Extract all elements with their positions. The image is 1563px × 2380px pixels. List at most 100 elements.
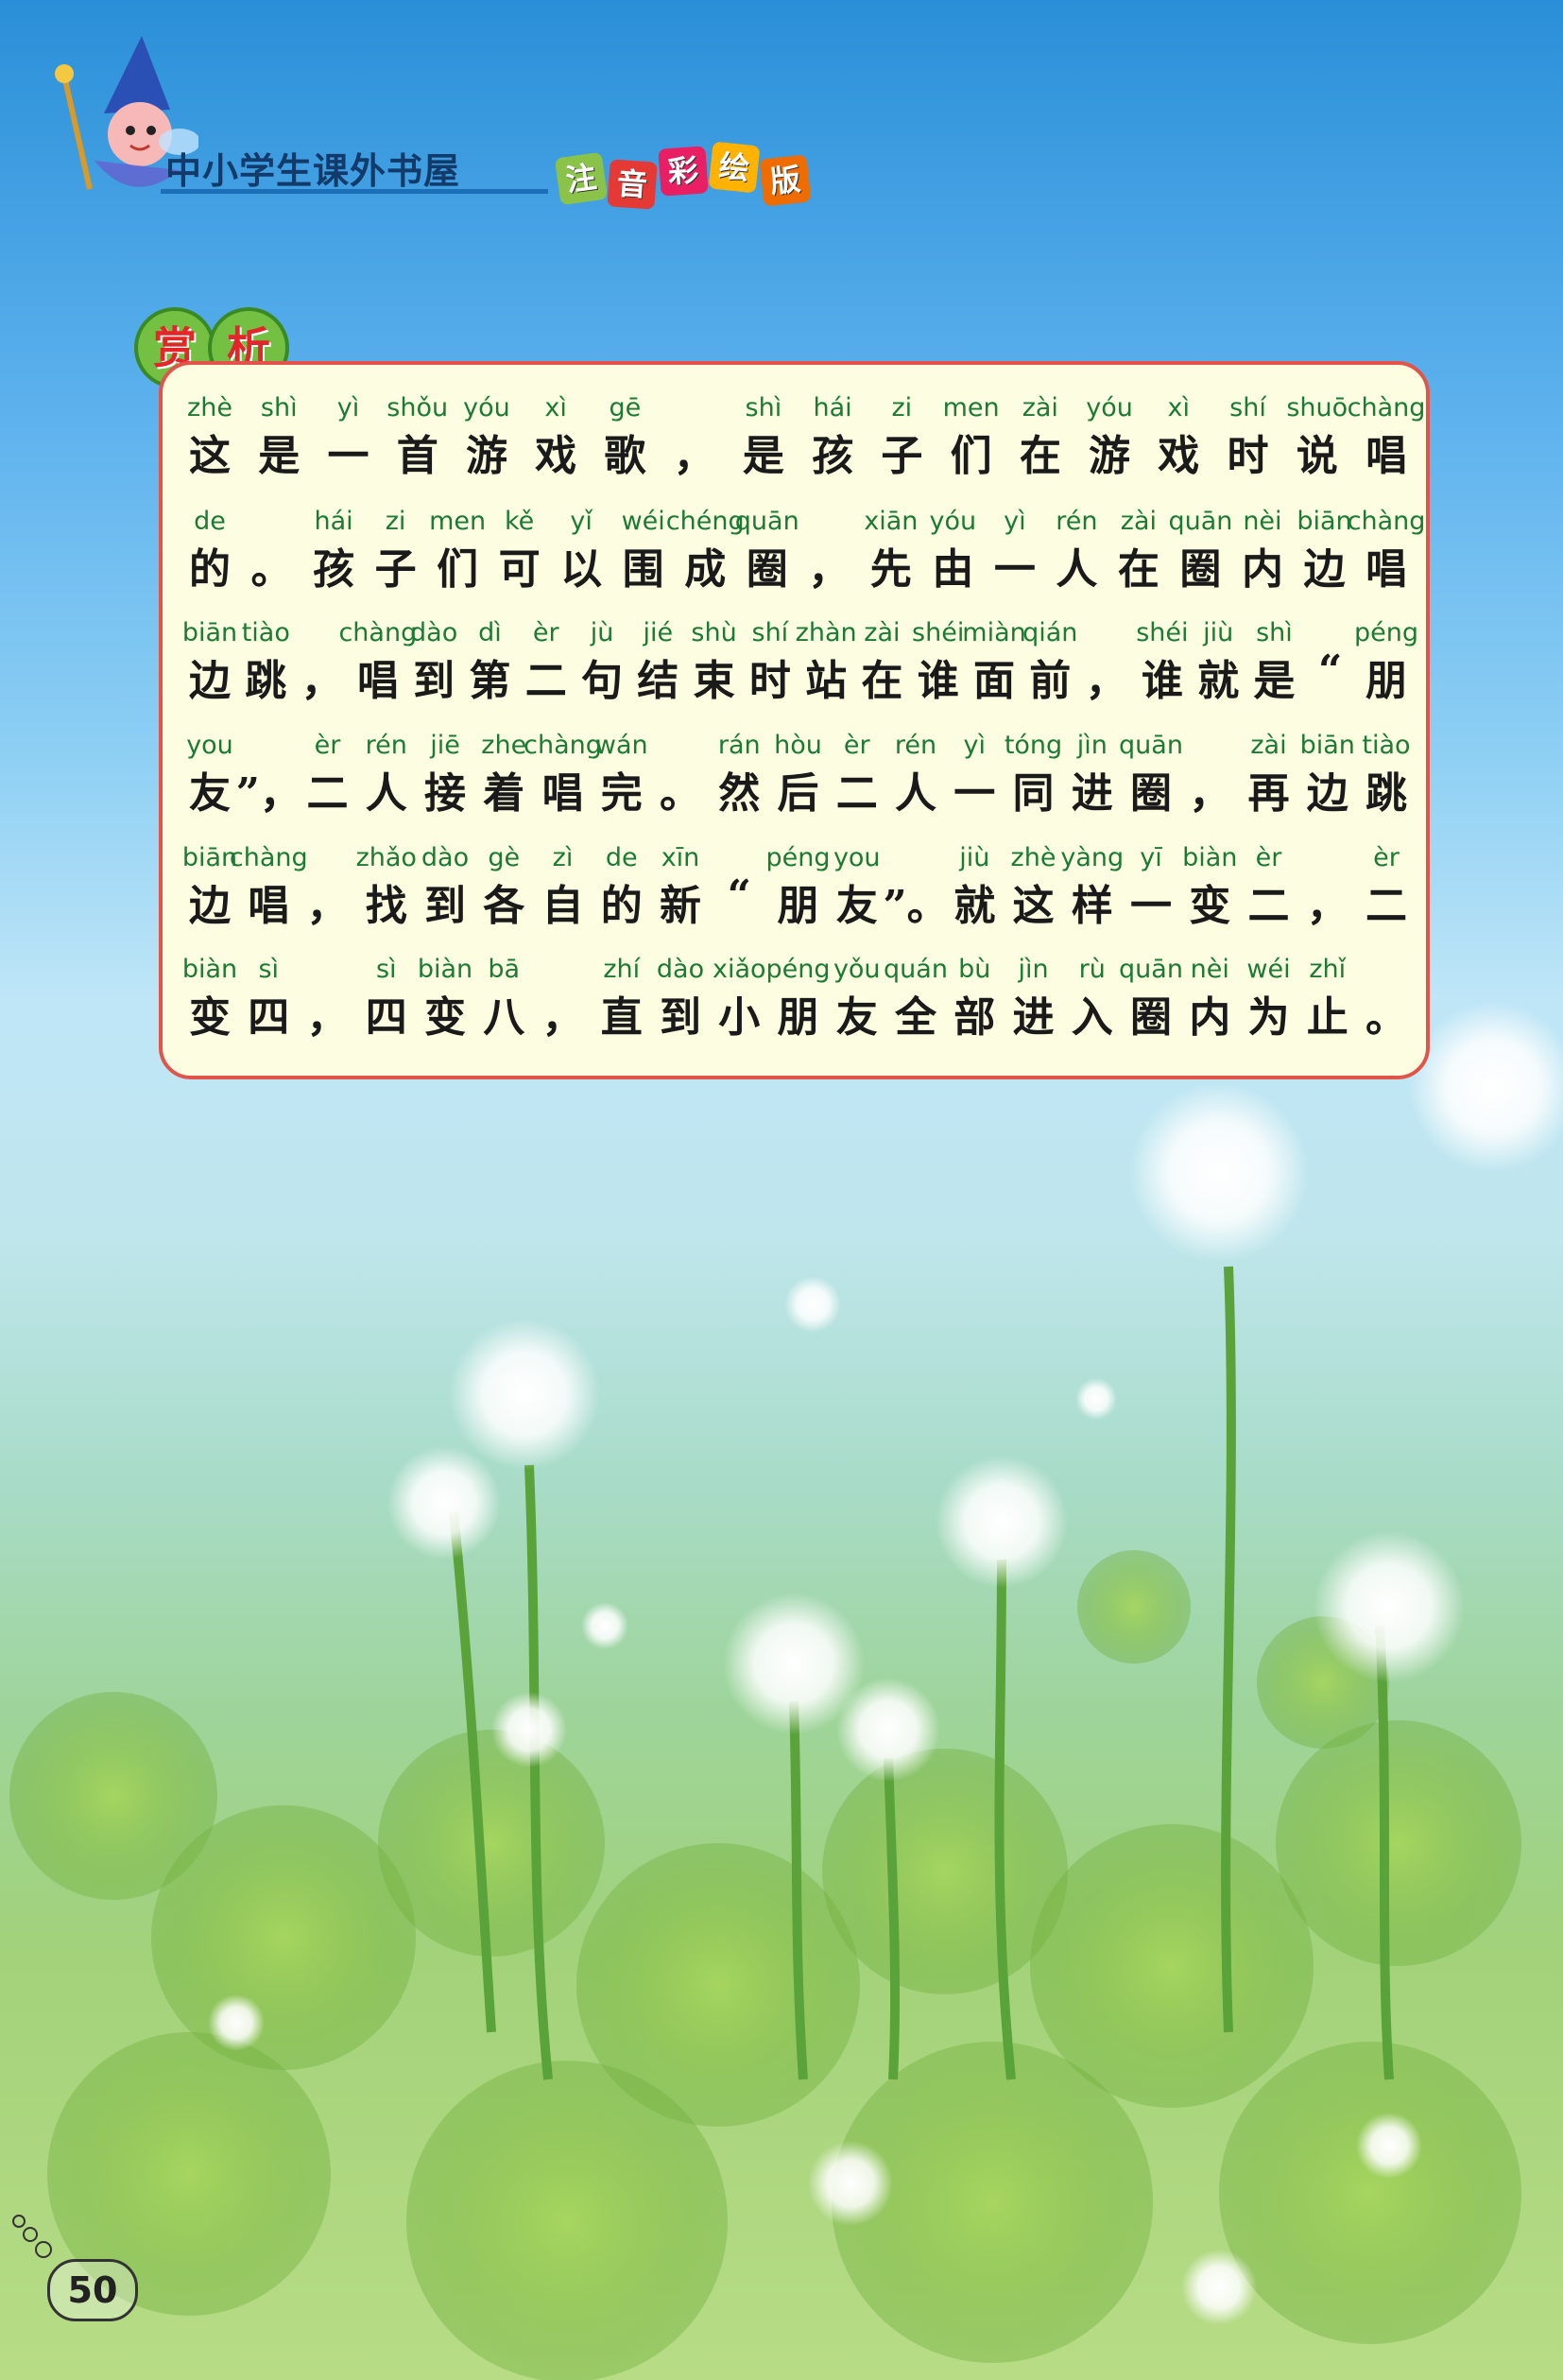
hanzi: 圈 [1179,545,1222,594]
hanzi: 子 [881,432,923,480]
dandelion-puffs [208,1002,1563,2325]
hanzi: 。 [660,769,701,818]
hanzi: 圈 [1130,769,1172,818]
pinyin: biàn [1182,843,1238,872]
pinyin: hái [314,507,353,536]
hanzi: 二 [835,769,878,818]
decorative-dots-icon [12,2215,52,2258]
hanzi: 围 [622,545,664,594]
edition-char: 绘 [708,141,761,194]
hanzi: ， [1085,657,1127,705]
hanzi: 内 [1241,545,1283,594]
hanzi: 四 [248,993,290,1042]
pinyin: men [942,393,1000,423]
pinyin: chàng [524,731,602,760]
pinyin: shì [260,393,298,423]
pinyin: sì [375,955,397,984]
hanzi: 可 [498,545,541,594]
pinyin: yóu [463,393,510,423]
hanzi: 的 [189,545,231,594]
hanzi: 面 [973,657,1015,705]
pinyin: quān [1119,731,1183,760]
hanzi: 是 [1253,657,1296,705]
hanzi: 一 [993,545,1036,594]
hanzi: ， [673,432,715,480]
edition-char: 彩 [658,146,709,197]
hanzi: 友 [189,769,231,818]
pinyin: biān [1299,731,1355,760]
hanzi: ， [1189,769,1231,818]
hanzi: 接 [424,769,466,818]
edition-char: 注 [554,151,609,206]
pinyin: zhè [187,393,232,423]
hanzi: 谁 [1141,657,1183,705]
pinyin: bù [958,955,991,984]
pinyin: èr [1255,843,1282,872]
pinyin: yī [1140,843,1162,872]
hanzi: 说 [1296,432,1338,480]
hanzi: 们 [950,432,992,480]
pinyin: jìn [1018,955,1049,984]
pinyin: shuō [1286,393,1348,423]
pinyin: quān [734,507,799,536]
hanzi: 圈 [1130,993,1172,1042]
pinyin: zì [552,843,574,872]
hanzi: 在 [1117,545,1159,594]
bokeh-bushes [9,1550,1521,2380]
hanzi: 样 [1071,882,1113,930]
edition-char: 音 [607,159,658,210]
hanzi: 直 [600,993,643,1042]
pinyin: èr [843,731,870,760]
hanzi: ， [1306,882,1348,930]
hanzi: 在 [861,657,903,705]
pinyin: wéi [1246,955,1291,984]
hanzi: 朋 [777,993,819,1042]
pinyin: de [605,843,638,872]
hanzi: 变 [424,993,466,1042]
hanzi: 人 [365,769,407,818]
hanzi: 进 [1012,993,1055,1042]
hanzi: 进 [1071,769,1113,818]
pinyin: yàng [1060,843,1125,872]
pinyin: biàn [417,955,473,984]
hanzi: 四 [365,993,407,1042]
pinyin: shéi [1136,618,1189,647]
hanzi: 内 [1189,993,1231,1042]
pinyin: èr [314,731,341,760]
pinyin: rán [717,731,761,760]
hanzi: 时 [1227,432,1269,480]
pinyin: xì [544,393,567,423]
pinyin: zài [864,618,901,647]
hanzi: ， [808,545,850,594]
hanzi: 止 [1306,993,1348,1042]
pinyin: jiē [430,731,460,760]
pinyin: péng [1353,618,1419,647]
pinyin: zhǐ [1309,955,1347,984]
hanzi: 歌 [604,432,646,480]
hanzi: 边 [1303,545,1346,594]
hanzi: 孩 [812,432,854,480]
pinyin: péng [765,843,831,872]
hanzi: 人 [895,769,936,818]
hanzi: 新 [660,882,701,930]
pinyin: èr [1373,843,1400,872]
hanzi: 二 [306,769,349,818]
hanzi: 到 [424,882,466,930]
pinyin: rén [894,731,937,760]
pinyin: bā [488,955,521,984]
appreciation-panel: zhè shì yì shǒu yóu xì gē shì hái zi men zài yóu xì sh… [159,361,1430,1079]
series-title-underline [161,189,548,194]
hanzi: 一 [327,432,369,480]
pinyin: yì [963,731,986,760]
pinyin: gē [609,393,642,423]
pinyin: shí [751,618,789,647]
hanzi: 边 [189,882,231,930]
pinyin: dào [656,955,705,984]
pinyin: gè [488,843,521,872]
pinyin: shì [745,393,782,423]
hanzi: 跳 [1365,769,1407,818]
hanzi: ”。 [883,882,949,930]
hanzi: 的 [600,882,643,930]
hanzi: 束 [693,657,735,705]
pinyin: jù [590,618,614,647]
